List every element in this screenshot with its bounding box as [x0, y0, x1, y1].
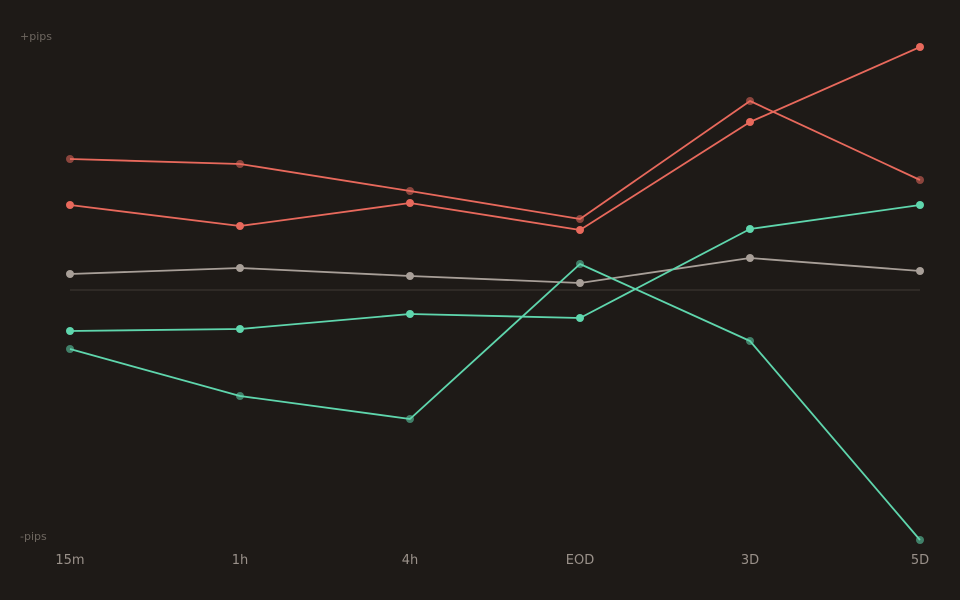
series-4-point-3D: [746, 225, 754, 233]
series-2-point-4h: [406, 199, 414, 207]
series-5-point-1h: [236, 392, 244, 400]
series-5: [66, 260, 924, 544]
x-tick-label: 15m: [55, 553, 84, 568]
series-2-point-15m: [66, 201, 74, 209]
x-tick-label: 1h: [232, 553, 249, 568]
series-2-point-5D: [916, 43, 924, 51]
x-tick-label: 5D: [911, 553, 929, 568]
series-3-point-4h: [406, 272, 414, 280]
series-1-point-EOD: [576, 215, 584, 223]
series-2-point-1h: [236, 222, 244, 230]
series-3-point-3D: [746, 254, 754, 262]
series-5-point-4h: [406, 415, 414, 423]
series-1-point-4h: [406, 187, 414, 195]
x-tick-label: 4h: [402, 553, 419, 568]
series-4-point-EOD: [576, 314, 584, 322]
series-5-point-15m: [66, 345, 74, 353]
series-3-point-1h: [236, 264, 244, 272]
y-axis-bottom-label: -pips: [20, 530, 47, 543]
series-1-point-3D: [746, 97, 754, 105]
series-4-point-1h: [236, 325, 244, 333]
series-1-point-1h: [236, 160, 244, 168]
series-2-line: [69, 46, 921, 231]
series-3-line: [69, 257, 921, 284]
series-4-point-15m: [66, 327, 74, 335]
series-1-point-5D: [916, 176, 924, 184]
y-axis-top-label: +pips: [20, 30, 52, 43]
series-2-point-3D: [746, 118, 754, 126]
series-2-point-EOD: [576, 226, 584, 234]
series-1-point-15m: [66, 155, 74, 163]
series-3-point-5D: [916, 267, 924, 275]
series-5-point-5D: [916, 536, 924, 544]
x-tick-label: 3D: [741, 553, 759, 568]
series-1-line: [69, 100, 921, 220]
series-4: [66, 201, 924, 335]
series-4-point-5D: [916, 201, 924, 209]
series-5-point-3D: [746, 337, 754, 345]
series-5-point-EOD: [576, 260, 584, 268]
series-4-line: [69, 204, 921, 332]
series-5-line: [69, 263, 921, 541]
series-4-point-4h: [406, 310, 414, 318]
series-3-point-EOD: [576, 279, 584, 287]
series-3-point-15m: [66, 270, 74, 278]
series-1: [66, 97, 924, 223]
x-tick-label: EOD: [566, 553, 594, 568]
series-3: [66, 254, 924, 287]
series-2: [66, 43, 924, 234]
